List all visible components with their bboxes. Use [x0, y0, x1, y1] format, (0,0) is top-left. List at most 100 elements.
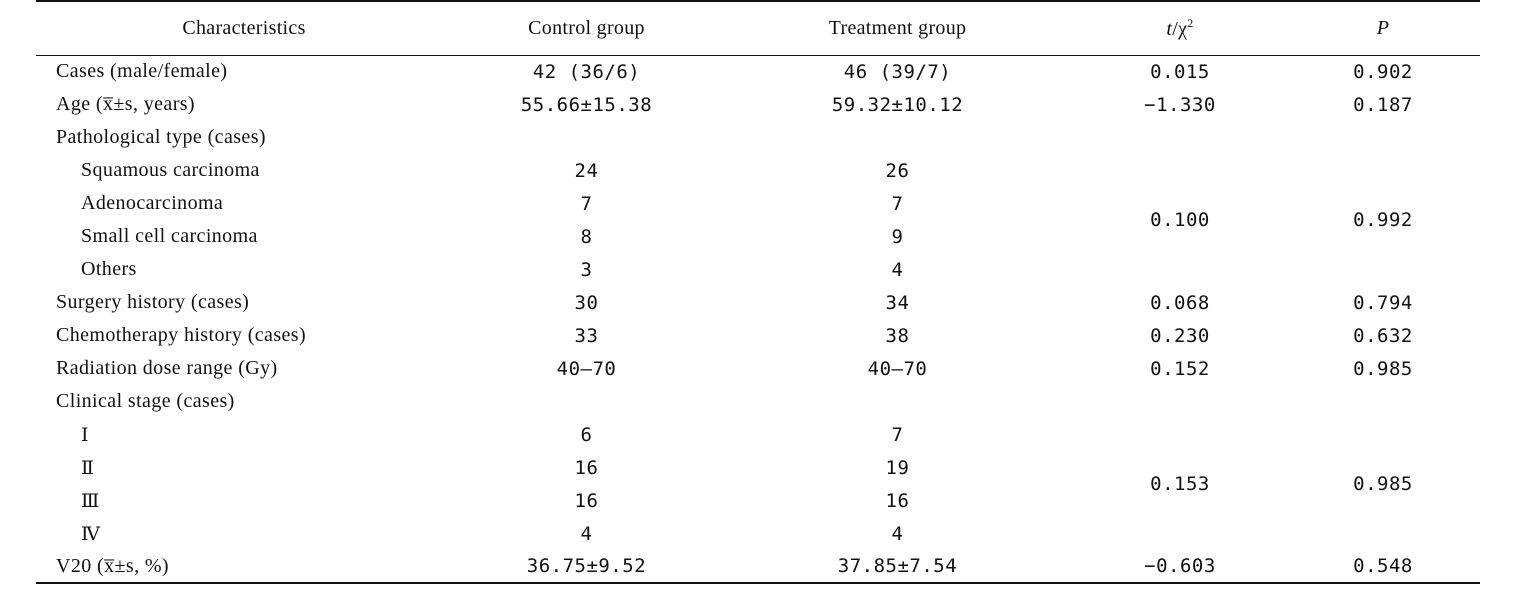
row-label-stage-1: Ⅰ [81, 423, 89, 446]
cell-control-v20: 36.75±9.52 [452, 550, 721, 584]
cell-empty [1074, 253, 1286, 286]
cell-stat-clinical-stage: 0.153 [1150, 473, 1210, 495]
row-label-chemotherapy: Chemotherapy history (cases) [56, 324, 307, 346]
cell-p-v20: 0.548 [1286, 550, 1480, 584]
cell-p-surgery: 0.794 [1353, 291, 1413, 314]
cell-empty [1074, 517, 1286, 550]
cell-control-stage-3: 16 [574, 489, 599, 512]
table-row: Pathological type (cases) [36, 121, 1480, 154]
cell-treatment-adenocarcinoma: 7 [891, 192, 904, 215]
table-row: Ⅰ 6 7 [36, 418, 1480, 451]
cell-empty [1074, 385, 1286, 418]
cell-empty [1286, 418, 1480, 451]
cell-treatment-stage-3: 16 [885, 489, 910, 512]
header-treatment-group: Treatment group [721, 0, 1074, 56]
header-characteristics: Characteristics [36, 0, 452, 56]
cell-treatment-stage-1: 7 [891, 423, 904, 446]
cell-empty [1074, 154, 1286, 187]
table-row: Cases (male/female) 42 (36/6) 46 (39/7) … [36, 55, 1480, 88]
cell-empty [452, 385, 721, 418]
cell-empty [1286, 253, 1480, 286]
header-test-statistic: t/χ2 [1074, 0, 1286, 56]
table-row: Adenocarcinoma 7 7 0.100 0.992 [36, 187, 1480, 231]
row-label-stage-2: Ⅱ [81, 456, 95, 479]
cell-treatment-stage-2: 19 [885, 456, 910, 479]
cell-empty [1074, 121, 1286, 154]
cell-p-cases: 0.902 [1353, 60, 1413, 83]
cell-stat-radiation-dose: 0.152 [1150, 357, 1210, 380]
table-row: V20 (x̅±s, %) 36.75±9.52 37.85±7.54 −0.6… [36, 550, 1480, 584]
header-chi-symbol: /χ [1172, 17, 1188, 40]
cell-empty [721, 121, 1074, 154]
cell-stat-v20: −0.603 [1074, 550, 1286, 584]
cell-control-stage-4: 4 [580, 522, 593, 545]
cell-p-age: 0.187 [1353, 93, 1413, 116]
cell-treatment-squamous: 26 [885, 159, 910, 182]
row-label-clinical-stage: Clinical stage (cases) [56, 390, 235, 412]
cell-empty [1286, 385, 1480, 418]
cell-stat-chemotherapy: 0.230 [1150, 324, 1210, 347]
row-label-stage-3: Ⅲ [81, 489, 100, 512]
row-label-age: Age (x̅±s, years) [56, 93, 195, 115]
cell-p-chemotherapy: 0.632 [1353, 324, 1413, 347]
cell-empty [452, 121, 721, 154]
cell-control-chemotherapy: 33 [574, 324, 599, 347]
table-row: Clinical stage (cases) [36, 385, 1480, 418]
cell-treatment-surgery: 34 [885, 291, 910, 314]
cell-control-age: 55.66±15.38 [520, 93, 653, 116]
cell-control-small-cell: 8 [580, 225, 593, 248]
row-label-small-cell: Small cell carcinoma [81, 225, 258, 247]
header-chi-superscript: 2 [1187, 15, 1194, 30]
table-row: Age (x̅±s, years) 55.66±15.38 59.32±10.1… [36, 88, 1480, 121]
baseline-characteristics-table-container: Characteristics Control group Treatment … [36, 0, 1480, 584]
table-row: Surgery history (cases) 30 34 0.068 0.79… [36, 286, 1480, 319]
cell-p-clinical-stage: 0.985 [1353, 473, 1413, 495]
row-label-surgery: Surgery history (cases) [56, 291, 250, 313]
row-label-squamous: Squamous carcinoma [81, 159, 260, 181]
table-row: Ⅳ 4 4 [36, 517, 1480, 550]
table-body: Cases (male/female) 42 (36/6) 46 (39/7) … [36, 55, 1480, 584]
table-header: Characteristics Control group Treatment … [36, 0, 1480, 56]
table-row: Small cell carcinoma 8 9 [36, 220, 1480, 253]
header-p-value: P [1286, 0, 1480, 56]
header-t-symbol: t [1166, 17, 1173, 40]
cell-control-stage-1: 6 [580, 423, 593, 446]
cell-p-pathological: 0.992 [1353, 209, 1413, 231]
cell-treatment-small-cell: 9 [891, 225, 904, 248]
cell-empty [721, 385, 1074, 418]
row-label-v20: V20 (x̅±s, %) [36, 550, 452, 584]
cell-stat-pathological: 0.100 [1150, 209, 1210, 231]
row-label-pathological-type: Pathological type (cases) [56, 126, 266, 148]
row-label-others: Others [81, 258, 137, 280]
row-label-radiation-dose: Radiation dose range (Gy) [56, 357, 278, 379]
cell-control-cases: 42 (36/6) [532, 60, 641, 83]
cell-control-adenocarcinoma: 7 [580, 192, 593, 215]
cell-control-surgery: 30 [574, 291, 599, 314]
table-row: Radiation dose range (Gy) 40—70 40—70 0.… [36, 352, 1480, 385]
cell-empty [1286, 121, 1480, 154]
cell-p-radiation-dose: 0.985 [1353, 357, 1413, 380]
table-row: Chemotherapy history (cases) 33 38 0.230… [36, 319, 1480, 352]
cell-treatment-stage-4: 4 [891, 522, 904, 545]
row-label-adenocarcinoma: Adenocarcinoma [81, 192, 224, 214]
table-row: Ⅲ 16 16 [36, 484, 1480, 517]
cell-stat-age: −1.330 [1144, 93, 1216, 116]
cell-stat-cases: 0.015 [1150, 60, 1210, 83]
baseline-characteristics-table: Characteristics Control group Treatment … [36, 0, 1480, 584]
table-row: Ⅱ 16 19 0.153 0.985 [36, 451, 1480, 496]
cell-control-radiation-dose: 40—70 [556, 357, 617, 380]
cell-treatment-others: 4 [891, 258, 904, 281]
table-row: Squamous carcinoma 24 26 [36, 154, 1480, 187]
cell-empty [1074, 418, 1286, 451]
cell-control-others: 3 [580, 258, 593, 281]
cell-treatment-radiation-dose: 40—70 [867, 357, 928, 380]
table-row: Others 3 4 [36, 253, 1480, 286]
cell-empty [1286, 154, 1480, 187]
cell-treatment-age: 59.32±10.12 [831, 93, 964, 116]
cell-stat-surgery: 0.068 [1150, 291, 1210, 314]
row-label-stage-4: Ⅳ [81, 522, 101, 545]
header-row: Characteristics Control group Treatment … [36, 0, 1480, 56]
cell-treatment-cases: 46 (39/7) [843, 60, 952, 83]
header-control-group: Control group [452, 0, 721, 56]
cell-empty [1286, 517, 1480, 550]
